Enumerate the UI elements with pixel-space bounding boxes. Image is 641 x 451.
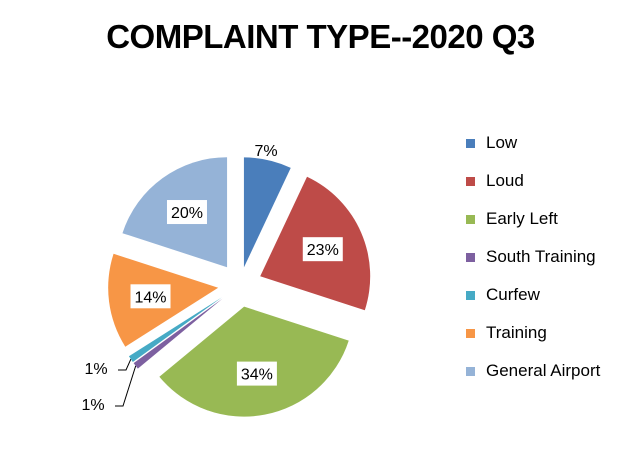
pie-slice-curfew [128, 297, 222, 363]
legend-label: Low [486, 133, 518, 152]
slice-label-loud: 23% [302, 237, 343, 262]
leader-line [115, 365, 137, 407]
slice-label-general-airport: 20% [166, 200, 207, 225]
slice-percent-label: 1% [81, 397, 104, 414]
legend-label: Training [486, 323, 547, 342]
legend-item-curfew: Curfew [466, 285, 636, 305]
legend-swatch [466, 139, 475, 148]
label-box [236, 361, 277, 386]
slice-percent-label: 7% [254, 143, 277, 160]
slice-percent-label: 34% [241, 367, 273, 384]
slice-percent-label: 20% [171, 205, 203, 222]
chart-title: COMPLAINT TYPE--2020 Q3 [106, 18, 535, 55]
legend-swatch [466, 367, 475, 376]
slice-percent-label: 23% [307, 242, 339, 259]
leader-line [118, 358, 132, 371]
legend-swatch [466, 177, 475, 186]
slice-label-low: 7% [254, 143, 277, 160]
legend-label: Loud [486, 171, 524, 190]
label-box [130, 284, 171, 309]
legend-label: Early Left [486, 209, 558, 228]
slice-label-curfew: 1% [84, 358, 132, 378]
slice-percent-label: 1% [84, 361, 107, 378]
legend-item-early-left: Early Left [466, 209, 636, 229]
legend-label: Curfew [486, 285, 540, 304]
legend-swatch [466, 253, 475, 262]
legend-swatch [466, 329, 475, 338]
slice-label-training: 14% [130, 284, 171, 309]
pie-slice-south-training [133, 298, 223, 369]
label-box [166, 200, 207, 225]
legend-swatch [466, 215, 475, 224]
legend-item-training: Training [466, 323, 636, 343]
legend-label: General Airport [486, 361, 601, 380]
legend-item-south-training: South Training [466, 247, 636, 267]
legend-swatch [466, 291, 475, 300]
label-box [302, 237, 343, 262]
legend-item-loud: Loud [466, 171, 636, 191]
slice-label-early-left: 34% [236, 361, 277, 386]
slice-label-south-training: 1% [81, 365, 137, 414]
legend-item-low: Low [466, 133, 636, 153]
pie-slice-low [243, 157, 291, 268]
legend-label: South Training [486, 247, 596, 266]
slice-percent-label: 14% [134, 289, 166, 306]
legend-item-general-airport: General Airport [466, 361, 636, 381]
